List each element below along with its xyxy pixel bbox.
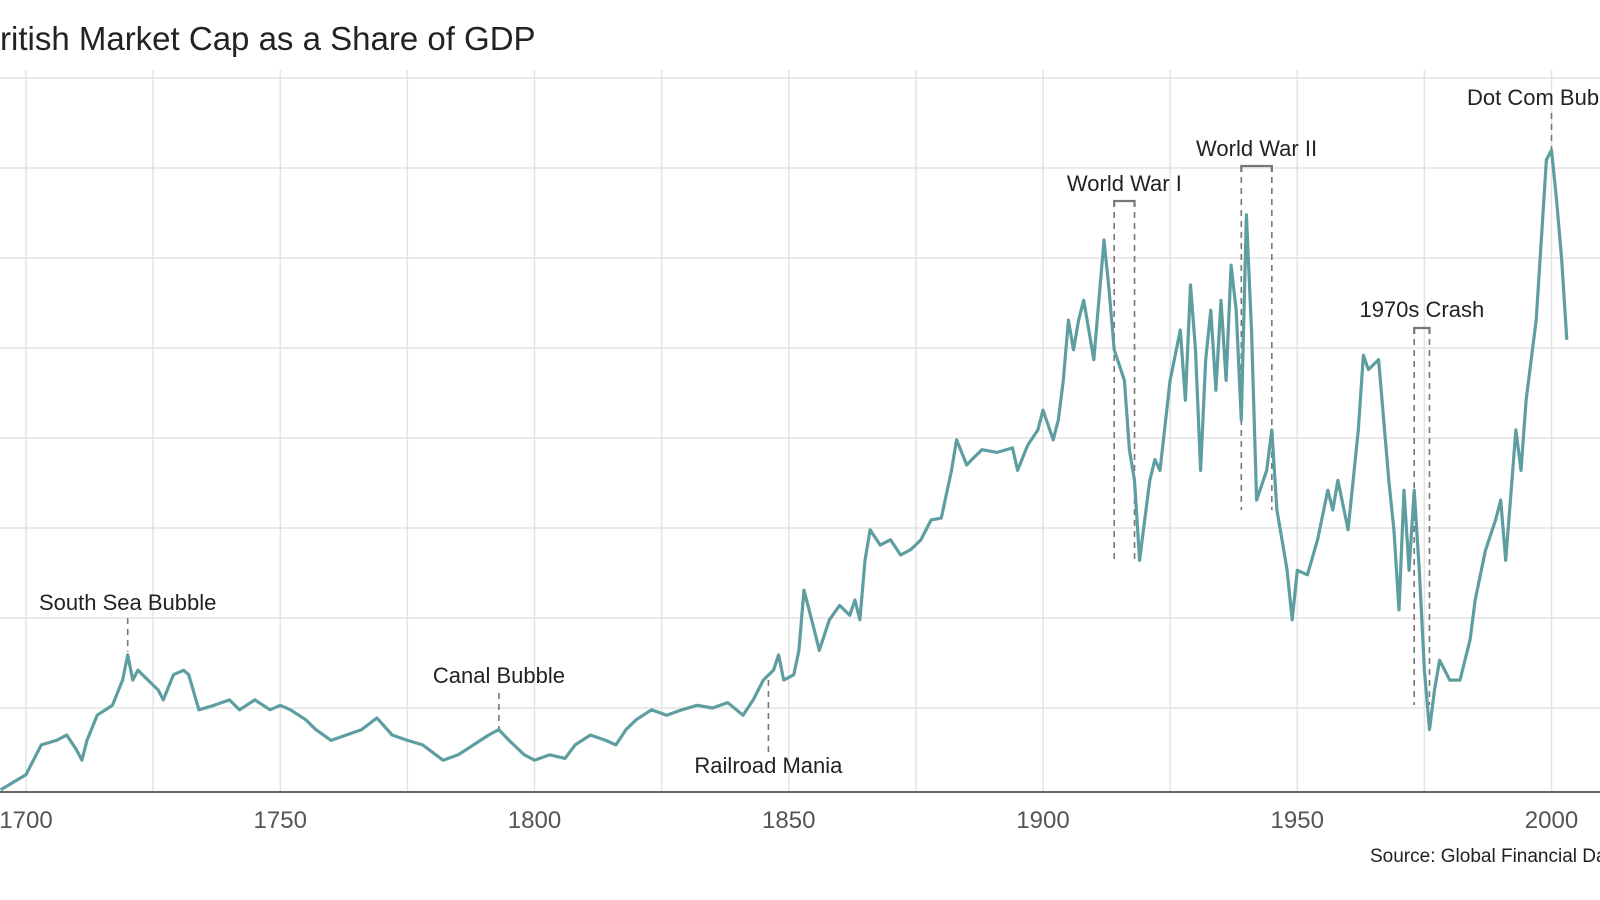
x-tick-label: 1850 (762, 807, 815, 834)
x-tick-label: 2000 (1525, 807, 1578, 834)
annotation-bracket (1113, 199, 1136, 207)
series-line (0, 148, 1569, 792)
annotation-bracket (1240, 164, 1273, 172)
annotation-label: Railroad Mania (694, 753, 843, 778)
annotation-world-war-i: World War I (1067, 171, 1182, 560)
annotations: South Sea Bubble Canal Bubble Railroad Man… (39, 85, 1600, 778)
gridlines (0, 70, 1600, 792)
x-tick-label: 1700 (0, 807, 53, 834)
chart-title: British Market Cap as a Share of GDP (0, 20, 536, 57)
annotation-label: 1970s Crash (1359, 297, 1484, 322)
annotation-label: South Sea Bubble (39, 590, 216, 615)
annotation-1970s-crash: 1970s Crash (1359, 297, 1484, 705)
x-tick-label: 1950 (1271, 807, 1324, 834)
annotation-label: World War I (1067, 171, 1182, 196)
annotation-label: World War II (1196, 136, 1317, 161)
x-tick-label: 1750 (254, 807, 307, 834)
x-tick-label: 1800 (508, 807, 561, 834)
annotation-railroad-mania: Railroad Mania (694, 680, 843, 778)
x-tick-label: 1900 (1016, 807, 1069, 834)
source-note: Source: Global Financial Data (1370, 846, 1600, 867)
annotation-label: Dot Com Bubble (1467, 85, 1600, 110)
annotation-canal-bubble: Canal Bubble (433, 663, 565, 730)
annotation-dot-com-bubble: Dot Com Bubble (1467, 85, 1600, 155)
annotation-bracket (1413, 326, 1431, 334)
annotation-label: Canal Bubble (433, 663, 565, 688)
x-tick-labels: 1700 1750 1800 1850 1900 1950 2000 (0, 807, 1578, 834)
annotation-south-sea-bubble: South Sea Bubble (39, 590, 216, 652)
